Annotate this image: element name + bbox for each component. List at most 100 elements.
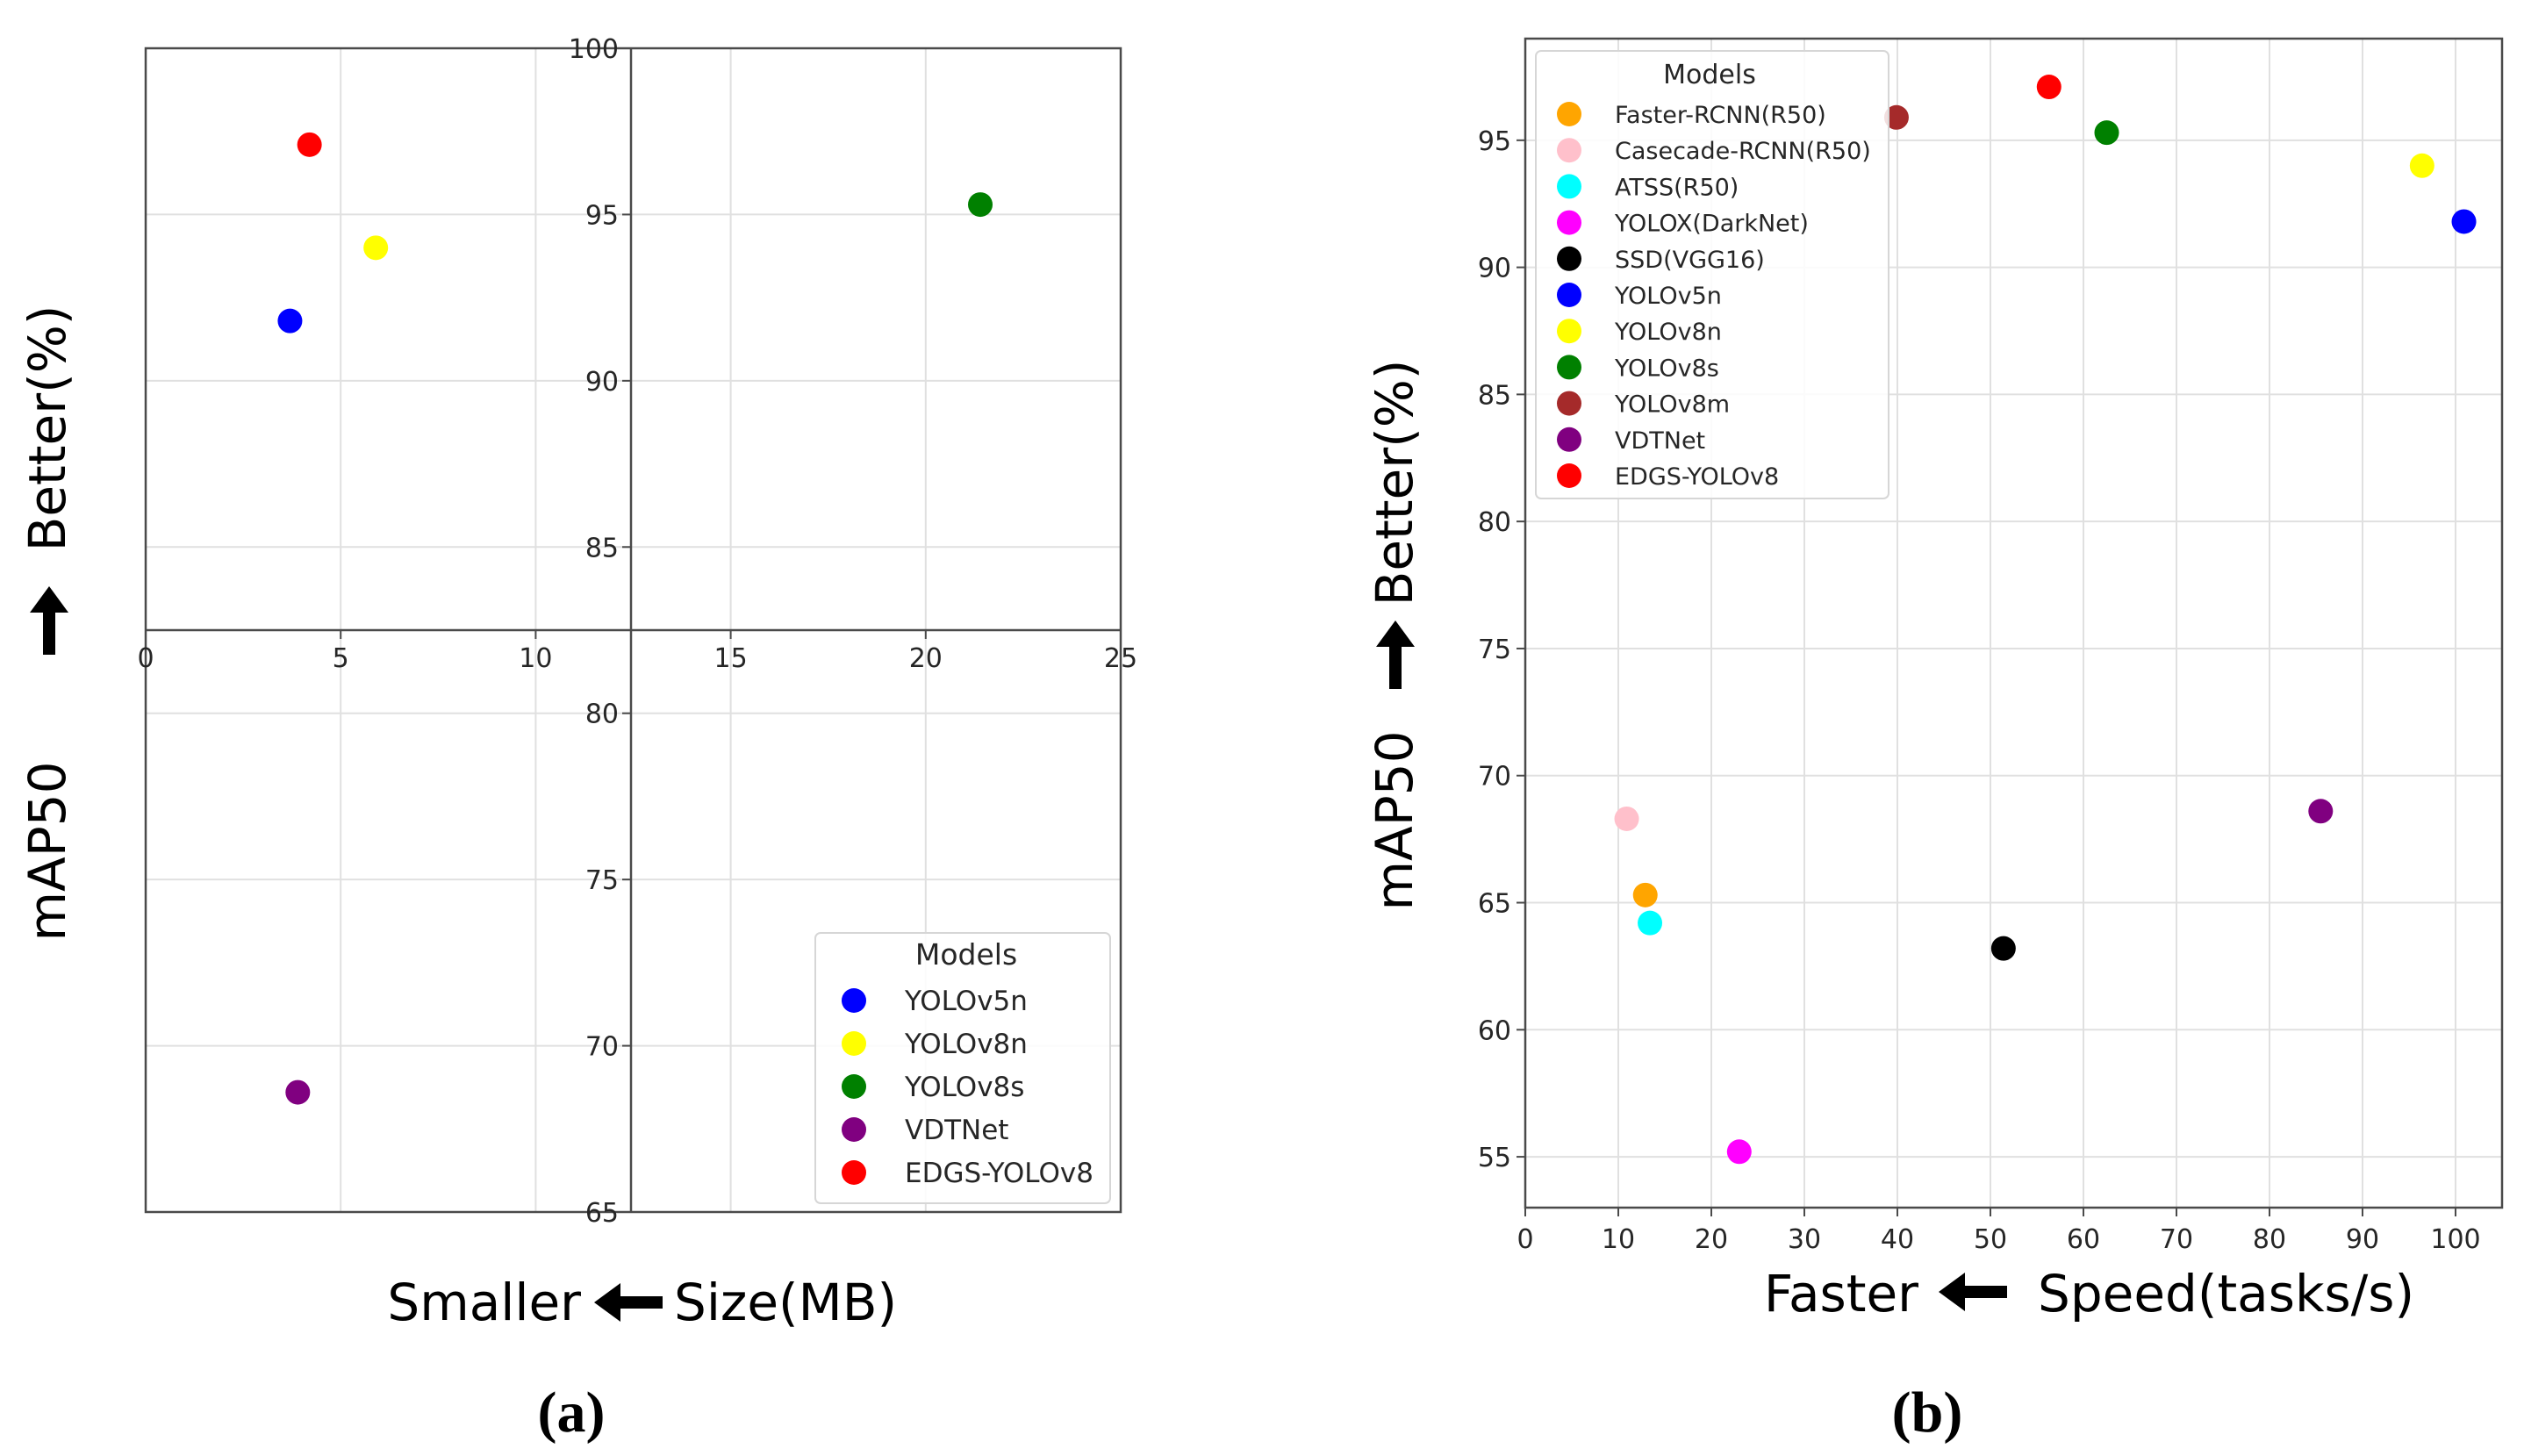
- legend-a: Models YOLOv5n YOLOv8n YOLOv8s VDTNet EDGS-YO…: [814, 932, 1111, 1204]
- legend-marker-ssd-vgg16: [1557, 246, 1581, 271]
- point-yolov8s: [2094, 120, 2119, 146]
- legend-label-edgs-yolov8: EDGS-YOLOv8: [1615, 463, 1779, 491]
- legend-marker-yolov8n: [1557, 319, 1581, 344]
- legend-label-yolov8n: YOLOv8n: [904, 1029, 1028, 1060]
- legend-label-yolov8m: YOLOv8m: [1614, 391, 1730, 419]
- legend-label-edgs-yolov8: EDGS-YOLOv8: [905, 1158, 1093, 1189]
- legend-title-b: Models: [1663, 60, 1756, 90]
- legend-marker-yolox-darknet: [1557, 210, 1581, 235]
- point-yolov8n: [363, 235, 389, 261]
- legend-box-b: [1535, 50, 1889, 499]
- x-tick-label-b: 20: [1695, 1224, 1728, 1255]
- panel-label-a: (a): [538, 1381, 606, 1445]
- y-tick-label-b: 85: [1478, 380, 1511, 411]
- legend-box-a: [814, 932, 1111, 1204]
- x-tick-label-b: 0: [1517, 1224, 1533, 1255]
- arrow-left-icon: [1939, 1273, 2007, 1311]
- legend-label-faster-rcnn-r50: Faster-RCNN(R50): [1615, 102, 1826, 129]
- legend-label-yolov8s: YOLOv8s: [904, 1072, 1024, 1103]
- point-ssd-vgg16: [1990, 936, 2016, 961]
- points-a: [277, 132, 993, 1105]
- y-tick-label-b: 70: [1478, 762, 1511, 793]
- y-tick-label-a: 75: [585, 865, 619, 896]
- x-label-left-a: Smaller: [387, 1273, 581, 1332]
- legend-marker-edgs-yolov8: [1557, 463, 1581, 488]
- y-tick-label-b: 60: [1478, 1015, 1511, 1046]
- point-vdtnet: [285, 1079, 311, 1105]
- point-yolox-darknet: [1726, 1139, 1752, 1165]
- y-tick-label-b: 75: [1478, 635, 1511, 665]
- y-label-right-a: Better(%): [18, 305, 77, 552]
- legend-label-yolox-darknet: YOLOX(DarkNet): [1614, 211, 1809, 238]
- y-axis-label-b: mAP50 Better(%): [1365, 360, 1424, 911]
- x-tick-label-a: 0: [137, 643, 154, 674]
- legend-label-vdtnet: VDTNet: [1615, 427, 1705, 455]
- legend-marker-yolov8s: [1557, 355, 1581, 380]
- x-tick-label-a: 20: [909, 643, 943, 674]
- grid-a: [146, 48, 1121, 1212]
- panel-label-b: (b): [1892, 1381, 1963, 1445]
- legend-marker-yolov8m: [1557, 391, 1581, 416]
- legend-marker-vdtnet: [1557, 427, 1581, 452]
- legend-label-yolov5n: YOLOv5n: [1614, 283, 1722, 310]
- points-b: [1614, 75, 2477, 1165]
- x-tick-label-a: 25: [1104, 643, 1137, 674]
- x-tick-label-b: 100: [2430, 1224, 2480, 1255]
- y-tick-label-b: 90: [1478, 254, 1511, 284]
- legend-marker-yolov5n: [1557, 283, 1581, 307]
- y-tick-label-a: 70: [585, 1032, 619, 1063]
- x-axis-label-a: Smaller Size(MB): [387, 1273, 897, 1332]
- y-label-left-b: mAP50: [1365, 731, 1424, 911]
- y-tick-label-a: 80: [585, 699, 619, 730]
- point-yolov8s: [968, 192, 993, 218]
- legend-label-yolov8s: YOLOv8s: [1614, 355, 1719, 382]
- arrow-up-icon: [1376, 620, 1415, 689]
- x-tick-label-b: 90: [2346, 1224, 2379, 1255]
- y-tick-label-a: 95: [585, 200, 619, 231]
- point-edgs-yolov8: [297, 132, 322, 157]
- legend-marker-edgs-yolov8: [842, 1160, 866, 1185]
- arrow-left-icon: [594, 1283, 663, 1322]
- legend-label-yolov5n: YOLOv5n: [904, 986, 1028, 1017]
- x-tick-label-a: 15: [714, 643, 748, 674]
- x-tick-label-b: 60: [2067, 1224, 2100, 1255]
- x-tick-label-b: 80: [2253, 1224, 2286, 1255]
- x-tick-label-a: 5: [333, 643, 349, 674]
- x-tick-label-b: 10: [1602, 1224, 1635, 1255]
- panel-b: 0 10 20 30 40 50 60 70 80 90 100 55 60 65 70 75 80 85 90 95…: [1365, 37, 2504, 1445]
- point-yolov5n: [2451, 209, 2477, 234]
- y-tick-label-b: 65: [1478, 889, 1511, 920]
- x-label-right-b: Speed(tasks/s): [2038, 1264, 2414, 1323]
- y-tick-label-b: 55: [1478, 1143, 1511, 1173]
- legend-label-yolov8n: YOLOv8n: [1614, 319, 1722, 346]
- x-axis-label-b: Faster Speed(tasks/s): [1764, 1264, 2414, 1323]
- legend-marker-yolov5n: [842, 988, 866, 1013]
- x-tick-label-b: 30: [1788, 1224, 1821, 1255]
- legend-title-a: Models: [915, 937, 1017, 972]
- point-faster-rcnn-r50: [1632, 882, 1658, 907]
- legend-marker-casecade-rcnn-r50: [1557, 138, 1581, 163]
- legend-label-casecade-rcnn-r50: Casecade-RCNN(R50): [1615, 138, 1871, 165]
- legend-b: Models Faster-RCNN(R50) Casecade-RCNN(R50)…: [1535, 50, 1889, 499]
- point-yolov8m: [1883, 104, 1909, 130]
- legend-label-ssd-vgg16: SSD(VGG16): [1615, 247, 1765, 274]
- x-label-left-b: Faster: [1764, 1264, 1918, 1323]
- y-tick-label-b: 80: [1478, 507, 1511, 538]
- legend-label-vdtnet: VDTNet: [905, 1115, 1008, 1146]
- y-label-left-a: mAP50: [18, 762, 77, 942]
- legend-marker-yolov8n: [842, 1031, 866, 1056]
- legend-marker-atss-r50: [1557, 174, 1581, 199]
- point-yolov8n: [2409, 153, 2434, 178]
- y-label-right-b: Better(%): [1365, 360, 1424, 606]
- point-vdtnet: [2308, 799, 2334, 824]
- arrow-up-icon: [30, 586, 68, 655]
- x-tick-label-b: 70: [2160, 1224, 2193, 1255]
- x-tick-label-b: 50: [1974, 1224, 2007, 1255]
- y-tick-label-a: 65: [585, 1198, 619, 1229]
- point-yolov5n: [277, 308, 303, 334]
- y-tick-label-a: 100: [569, 34, 619, 65]
- point-edgs-yolov8: [2036, 75, 2062, 100]
- point-casecade-rcnn-r50: [1614, 806, 1639, 831]
- legend-marker-yolov8s: [842, 1074, 866, 1099]
